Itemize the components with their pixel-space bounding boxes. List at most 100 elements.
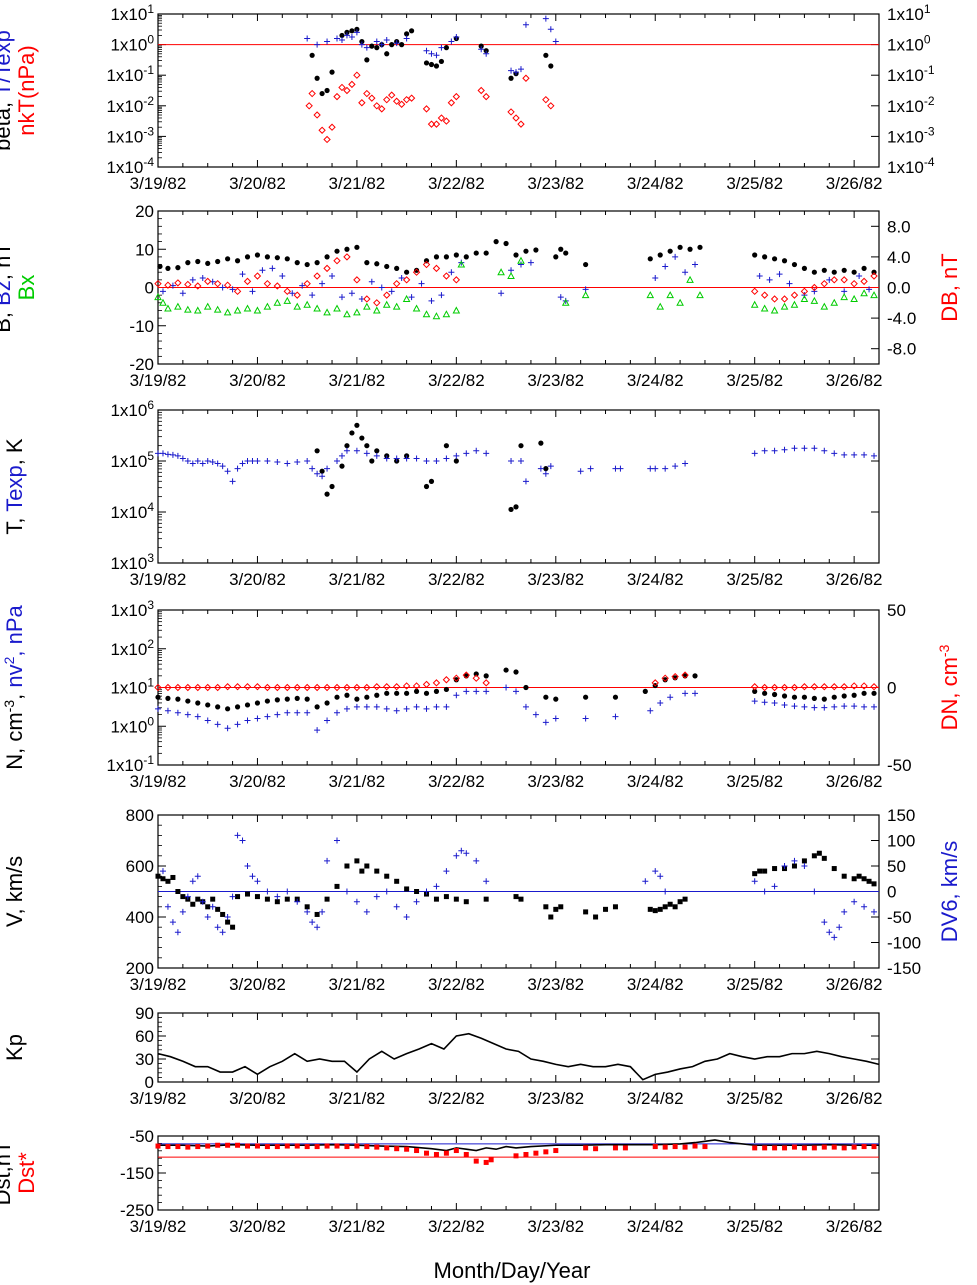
data-point <box>160 876 166 882</box>
data-point <box>482 92 490 101</box>
data-point <box>174 452 181 459</box>
x-tick-label: 3/23/82 <box>527 371 584 390</box>
data-point <box>413 455 420 462</box>
data-point <box>791 261 798 268</box>
data-point <box>801 265 808 271</box>
data-point <box>447 99 456 107</box>
data-point <box>273 282 282 290</box>
data-point <box>850 279 858 288</box>
data-point <box>354 696 360 702</box>
data-point <box>821 919 828 926</box>
data-point <box>497 268 505 276</box>
data-point <box>219 463 226 470</box>
data-point <box>388 288 395 295</box>
data-point <box>384 263 390 270</box>
data-point <box>871 690 877 696</box>
data-point <box>273 298 282 306</box>
data-point <box>811 1145 817 1151</box>
series-2 <box>305 71 555 144</box>
data-point <box>383 888 390 895</box>
data-point <box>209 459 216 466</box>
y-tick-label: 1x102 <box>110 637 154 659</box>
data-point <box>213 305 222 313</box>
data-point <box>155 1143 161 1149</box>
data-point <box>343 447 350 454</box>
y2-tick-label: 50 <box>887 601 906 620</box>
data-point <box>820 683 829 691</box>
data-point <box>547 102 555 110</box>
data-point <box>463 688 470 695</box>
data-point <box>309 919 316 926</box>
data-point <box>404 690 410 696</box>
data-point <box>870 683 878 691</box>
data-point <box>383 95 391 104</box>
data-point <box>324 491 330 497</box>
data-point <box>473 857 480 864</box>
data-point <box>155 705 161 712</box>
data-point <box>205 702 211 708</box>
data-point <box>194 873 201 880</box>
data-point <box>165 878 171 884</box>
data-point <box>513 1153 519 1159</box>
x-tick-label: 3/22/82 <box>428 570 485 589</box>
data-point <box>244 702 251 708</box>
data-point <box>319 473 326 480</box>
data-point <box>762 1145 768 1151</box>
data-point <box>790 291 799 299</box>
data-point <box>871 452 878 459</box>
data-point <box>254 700 261 706</box>
data-point <box>205 260 211 267</box>
data-point <box>413 703 420 710</box>
data-point <box>866 878 872 884</box>
data-point <box>438 58 445 65</box>
data-point <box>299 282 306 289</box>
data-point <box>159 298 167 306</box>
data-point <box>284 896 290 902</box>
data-point <box>752 1145 758 1151</box>
data-point <box>433 883 440 890</box>
data-point <box>363 44 370 51</box>
data-point <box>473 447 480 454</box>
data-point <box>782 1145 788 1151</box>
data-point <box>264 888 271 895</box>
y2-axis-label-line-0: DB, nT <box>937 253 962 321</box>
data-point <box>751 450 758 457</box>
data-point <box>508 75 514 81</box>
data-point <box>483 688 490 695</box>
data-point <box>402 276 411 284</box>
data-point <box>215 704 221 710</box>
data-point <box>558 246 564 252</box>
data-point <box>761 447 768 454</box>
data-point <box>344 863 350 869</box>
data-point <box>154 683 162 692</box>
y2-tick-label: 100 <box>887 832 915 851</box>
data-point <box>830 298 839 306</box>
data-point <box>204 683 212 692</box>
data-point <box>811 269 817 275</box>
data-point <box>254 878 261 885</box>
data-point <box>169 451 176 458</box>
data-point <box>353 71 361 79</box>
data-point <box>811 445 818 452</box>
data-point <box>399 42 405 48</box>
data-point <box>179 455 186 462</box>
data-point <box>781 693 788 699</box>
data-point <box>657 700 664 706</box>
data-point <box>364 443 370 449</box>
data-point <box>384 1145 390 1151</box>
x-tick-label: 3/26/82 <box>826 1217 883 1236</box>
data-point <box>791 857 798 864</box>
data-point <box>334 837 341 844</box>
x-tick-label: 3/26/82 <box>826 975 883 994</box>
data-point <box>871 269 877 275</box>
x-tick-label: 3/23/82 <box>527 570 584 589</box>
data-point <box>353 447 360 454</box>
data-point <box>866 286 873 293</box>
data-point <box>850 682 858 690</box>
x-tick-label: 3/25/82 <box>726 174 783 193</box>
data-point <box>328 123 336 131</box>
data-point <box>304 458 311 464</box>
data-point <box>318 126 326 134</box>
y-tick-label: 400 <box>126 908 154 927</box>
data-point <box>334 709 341 716</box>
